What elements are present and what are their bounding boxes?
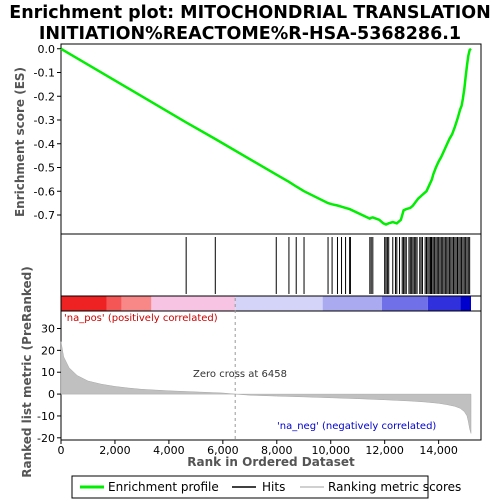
enrichment-profile-line — [60, 47, 472, 226]
ranked-y-tick-label: 0 — [48, 388, 55, 401]
es-y-axis-title: Enrichment score (ES) — [13, 67, 27, 217]
ranked-metric-panel: 30 20 10 0 -10 -20 Zero cross at 6458 'na_pos… — [37, 298, 482, 445]
x-tick-label: 0 — [58, 444, 65, 457]
x-tick-label: 8,000 — [261, 444, 293, 457]
chart-title-line-1: Enrichment plot: MITOCHONDRIAL TRANSLATI… — [9, 3, 490, 23]
ranked-y-tick-label: 10 — [41, 366, 55, 379]
x-axis-ticks: 0 2,000 4,000 6,000 8,000 10,000 12,000 14,000 — [58, 440, 458, 457]
color-bar-segment — [460, 296, 471, 311]
chart-title-line-2: INITIATION%REACTOME%R-HSA-5368286.1 — [39, 24, 461, 44]
color-bar-segment — [381, 296, 428, 311]
ranked-y-axis-title: Ranked list metric (PreRanked) — [20, 266, 34, 478]
rank-color-bar — [61, 296, 471, 311]
color-bar-segment — [151, 296, 236, 311]
color-bar-segment — [61, 296, 107, 311]
ranked-y-tick-label: -10 — [37, 410, 55, 423]
es-y-tick-label: -0.6 — [34, 185, 55, 198]
x-tick-label: 4,000 — [153, 444, 185, 457]
es-y-tick-label: -0.1 — [34, 67, 55, 80]
color-bar-segment — [322, 296, 382, 311]
es-y-tick-label: -0.5 — [34, 162, 55, 175]
color-bar-segment — [235, 296, 323, 311]
negative-correlation-label: 'na_neg' (negatively correlated) — [277, 421, 436, 432]
es-y-tick-label: -0.3 — [34, 114, 55, 127]
zero-cross-label: Zero cross at 6458 — [193, 369, 287, 380]
es-y-tick-label: -0.4 — [34, 138, 55, 151]
legend-label-hits: Hits — [262, 480, 285, 494]
hits-panel-frame — [60, 233, 482, 297]
color-bar-segment — [427, 296, 461, 311]
ranking-metric-area — [60, 341, 472, 434]
legend-label-ranking-metric-scores: Ranking metric scores — [328, 480, 461, 494]
legend-label-enrichment-profile: Enrichment profile — [108, 480, 219, 494]
color-bar-segment — [106, 296, 122, 311]
es-panel-frame — [60, 43, 482, 235]
hits-panel — [60, 233, 482, 297]
color-bar-segment — [121, 296, 152, 311]
x-tick-label: 10,000 — [311, 444, 350, 457]
ranked-panel-frame — [60, 310, 482, 441]
es-y-tick-label: -0.2 — [34, 90, 55, 103]
x-axis-title: Rank in Ordered Dataset — [187, 455, 355, 469]
es-y-axis-ticks: 0.0 -0.1 -0.2 -0.3 -0.4 -0.5 -0.6 -0.7 — [34, 43, 61, 222]
es-y-tick-label: -0.7 — [34, 209, 55, 222]
es-panel: 0.0 -0.1 -0.2 -0.3 -0.4 -0.5 -0.6 -0.7 — [34, 43, 482, 235]
chart-legend: Enrichment profile Hits Ranking metric s… — [71, 475, 461, 499]
x-tick-label: 12,000 — [365, 444, 404, 457]
positive-correlation-label: 'na_pos' (positively correlated) — [64, 313, 218, 324]
es-y-tick-label: 0.0 — [38, 43, 56, 56]
ranked-y-axis-ticks: 30 20 10 0 -10 -20 — [37, 322, 61, 445]
ranked-y-tick-label: 30 — [41, 322, 55, 335]
hit-markers — [185, 237, 471, 294]
x-tick-label: 6,000 — [207, 444, 239, 457]
ranked-y-tick-label: 20 — [41, 344, 55, 357]
x-tick-label: 2,000 — [99, 444, 131, 457]
x-tick-label: 14,000 — [419, 444, 458, 457]
ranked-y-tick-label: -20 — [37, 432, 55, 445]
